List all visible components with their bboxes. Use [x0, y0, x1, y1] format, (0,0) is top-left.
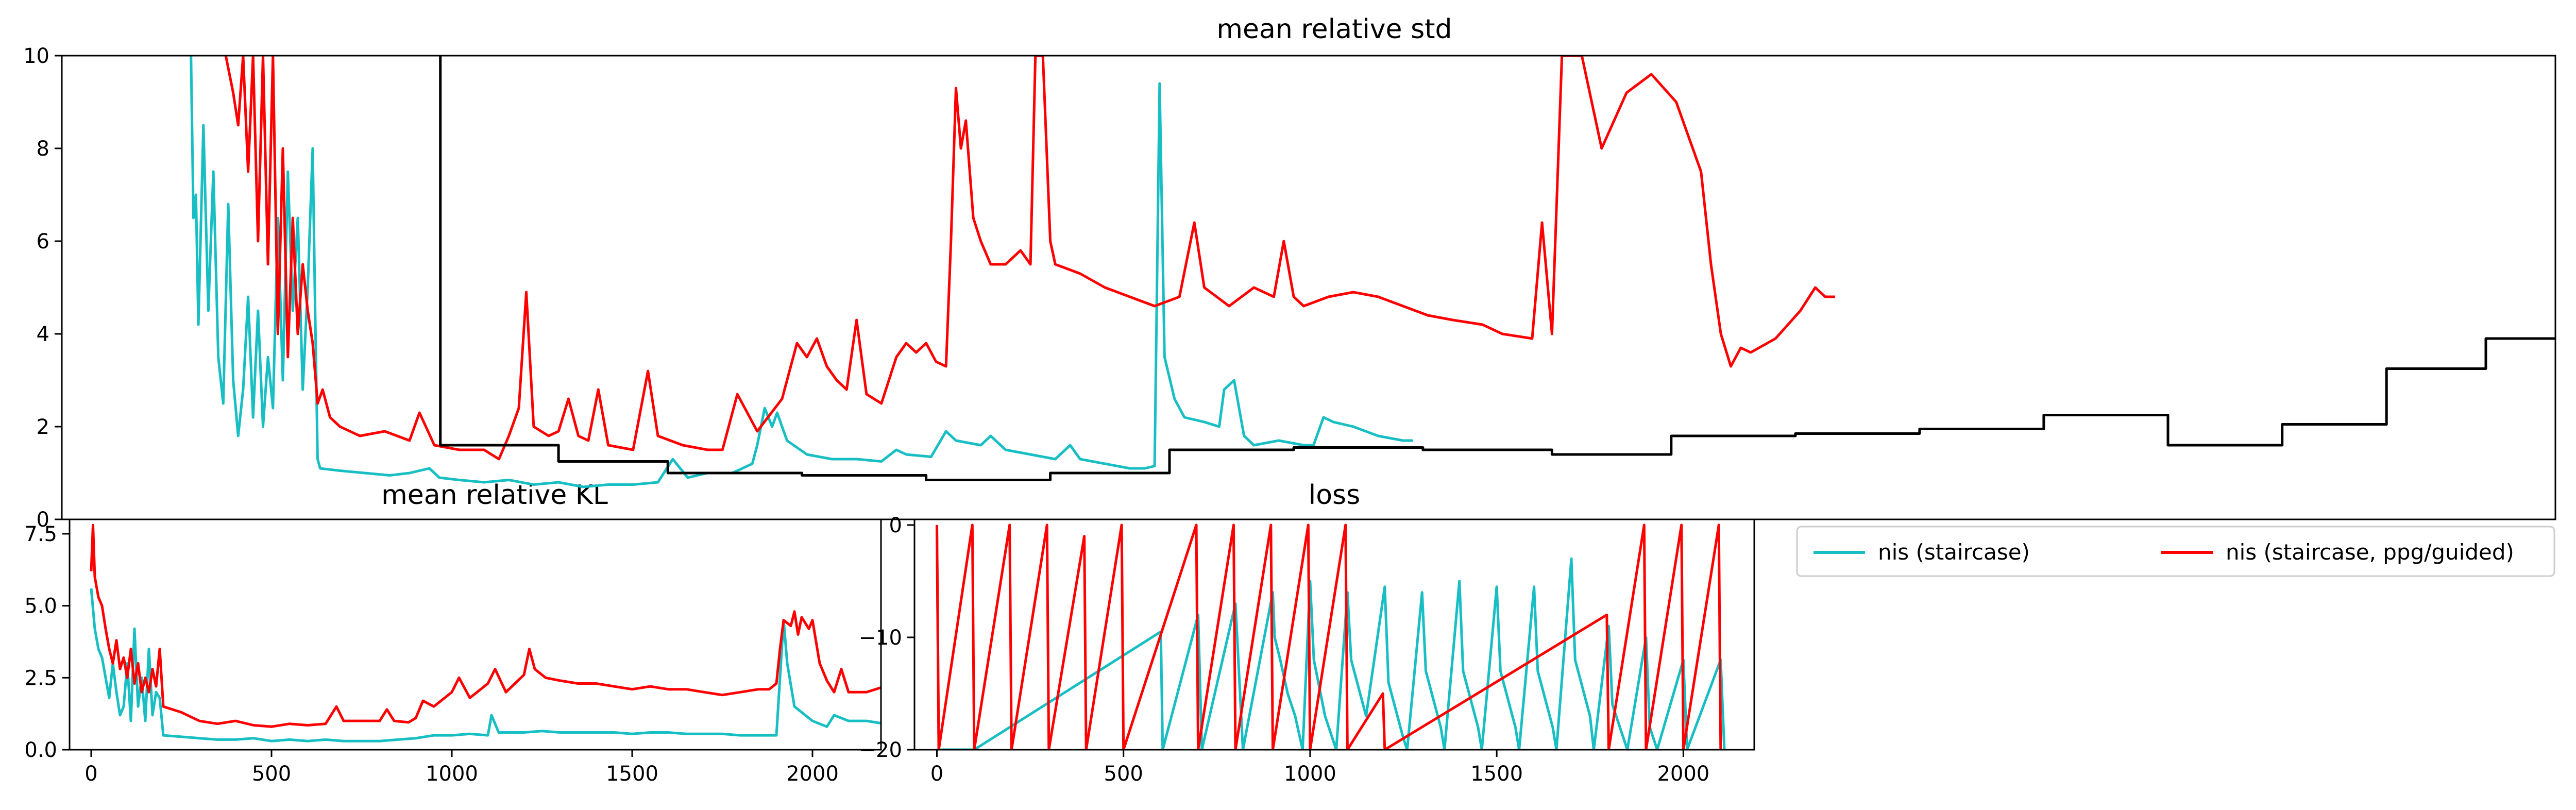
std-ytick-label: 4 — [37, 323, 49, 346]
kl-xtick-label: 0 — [84, 762, 97, 786]
kl-ytick-label: 7.5 — [24, 522, 57, 546]
loss-ytick-label: 0 — [889, 514, 902, 537]
legend-label-1: nis (staircase, ppg/guided) — [2226, 539, 2514, 565]
kl-xtick-label: 1500 — [606, 762, 658, 786]
legend: nis (staircase) nis (staircase, ppg/guide… — [1796, 526, 2555, 577]
loss-xtick-label: 0 — [930, 762, 943, 786]
loss-xtick-label: 1000 — [1284, 762, 1336, 786]
std-line-1 — [224, 56, 1835, 461]
kl-xtick-label: 2000 — [786, 762, 839, 786]
kl-ytick-label: 2.5 — [24, 666, 57, 690]
std-ytick-label: 6 — [37, 230, 49, 254]
std-ytick-label: 2 — [37, 415, 49, 439]
loss-xtick-label: 500 — [1104, 762, 1143, 786]
kl-ytick-label: 5.0 — [24, 595, 57, 618]
kl-line-1 — [90, 524, 881, 728]
loss-line-1 — [936, 524, 1722, 750]
loss-chart-title: loss — [1309, 480, 1360, 511]
std-ytick-label: 10 — [23, 44, 49, 68]
kl-line-0 — [90, 588, 881, 742]
legend-label-0: nis (staircase) — [1878, 539, 2030, 565]
loss-xtick-label: 1500 — [1470, 762, 1523, 786]
loss-plot: −20 −10 0 0 500 1000 1500 2000 — [859, 514, 1755, 786]
loss-frame — [913, 518, 1755, 751]
std-line-2 — [439, 56, 2555, 481]
std-plot: 0 2 4 6 8 10 — [23, 44, 2556, 532]
kl-xtick-label: 1000 — [426, 762, 478, 786]
loss-ytick-label: −20 — [859, 738, 902, 762]
loss-xtick-label: 2000 — [1657, 762, 1709, 786]
kl-plot: 0.0 2.5 5.0 7.5 0 500 1000 1500 2000 — [24, 518, 882, 786]
std-line-0 — [190, 56, 1413, 488]
kl-xtick-label: 500 — [252, 762, 291, 786]
loss-ytick-label: −10 — [859, 626, 902, 650]
kl-frame — [69, 518, 882, 751]
std-chart-title: mean relative std — [1216, 14, 1452, 45]
std-ytick-label: 8 — [37, 137, 49, 161]
std-ytick-label: 0 — [37, 508, 49, 532]
kl-ytick-label: 0.0 — [24, 738, 57, 762]
